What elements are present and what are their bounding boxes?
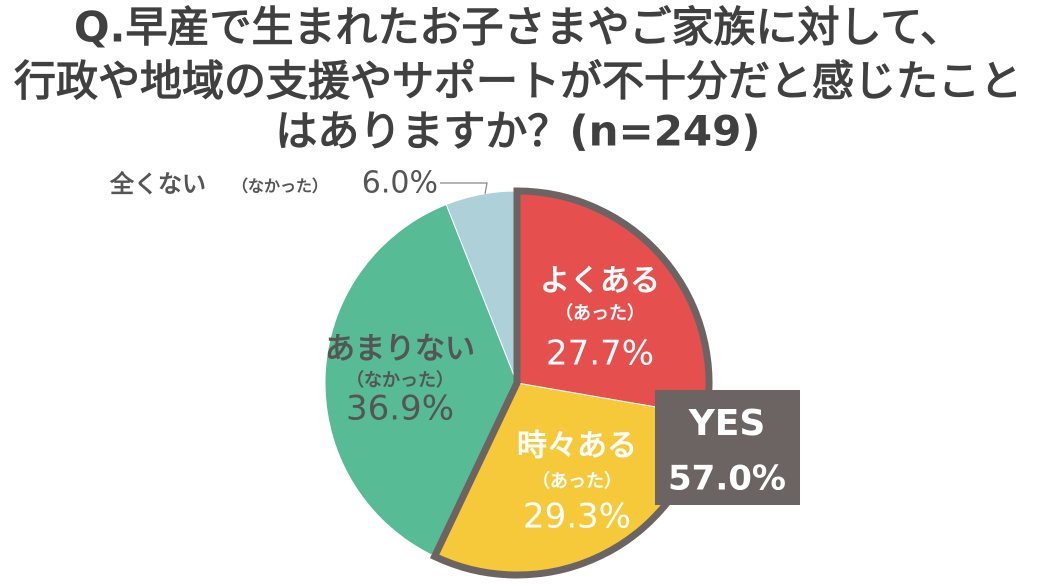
slice-sublabel: （なかった） [232, 177, 328, 196]
chart-title: 行政や地域の支援やサポートが不十分だと感じたこと [14, 57, 1022, 106]
slice-value: 6.0% [362, 166, 438, 201]
slice-label: 全くない [109, 170, 206, 198]
labels: よくある（あった）27.7%時々ある（あった）29.3%あまりない（なかった）3… [109, 166, 660, 537]
pie [324, 187, 713, 579]
slice-sublabel: （あった） [532, 471, 622, 492]
slice-value: 27.7% [546, 334, 654, 374]
pie-slice [324, 203, 518, 558]
slice-label: よくある [540, 264, 660, 299]
slice-label: 時々ある [517, 429, 637, 464]
yes-box [655, 390, 800, 505]
slice-value: 29.3% [523, 497, 631, 537]
slice-label: あまりない [325, 332, 475, 367]
slice-sublabel: （あった） [555, 303, 645, 324]
chart-title: はありますか？(n=249) [275, 107, 760, 156]
annotation-value: 57.0% [668, 459, 786, 499]
leader-line [440, 182, 488, 195]
chart-title: Q.早産で生まれたお子さまやご家族に対して、 [74, 3, 962, 52]
annotation-label: YES [688, 403, 766, 444]
slice-sublabel: （なかった） [346, 370, 454, 391]
slice-value: 36.9% [346, 389, 454, 429]
